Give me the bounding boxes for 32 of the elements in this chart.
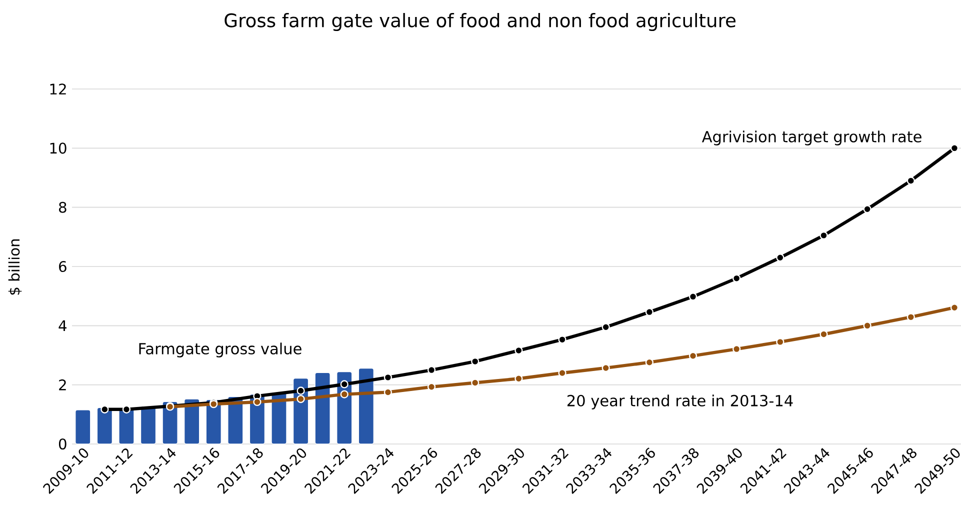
y-tick-label: 4 bbox=[58, 320, 66, 331]
y-tick-label: 2 bbox=[59, 379, 66, 390]
point bbox=[820, 231, 828, 240]
series-label: Farmgate gross value bbox=[139, 342, 302, 358]
point bbox=[820, 330, 828, 338]
point bbox=[906, 176, 915, 185]
series-label: 20 year trend rate in 2013-14 bbox=[567, 394, 793, 410]
y-tick-label: 0 bbox=[58, 438, 66, 450]
y-tick-label: 12 bbox=[50, 84, 66, 94]
y-tick-label: 8 bbox=[59, 202, 66, 213]
point bbox=[296, 386, 305, 395]
y-tick-label: 6 bbox=[59, 260, 66, 272]
series-label: Agrivision target growth rate bbox=[702, 130, 922, 146]
bar bbox=[140, 406, 156, 444]
point bbox=[296, 394, 305, 404]
point bbox=[471, 378, 480, 387]
chart-title: Gross farm gate value of food and non food agriculture bbox=[224, 13, 736, 31]
point bbox=[253, 398, 262, 406]
point bbox=[950, 144, 959, 152]
point bbox=[732, 274, 741, 282]
bar bbox=[314, 372, 330, 444]
point bbox=[340, 390, 348, 398]
bar bbox=[75, 410, 91, 444]
point bbox=[384, 388, 392, 396]
point bbox=[863, 205, 872, 214]
point bbox=[340, 380, 348, 388]
bar bbox=[358, 368, 374, 444]
bar bbox=[184, 398, 200, 444]
y-tick-label: 10 bbox=[50, 142, 66, 154]
point bbox=[776, 254, 784, 262]
bar bbox=[96, 407, 113, 444]
y-axis-title: $ billion bbox=[8, 239, 22, 295]
